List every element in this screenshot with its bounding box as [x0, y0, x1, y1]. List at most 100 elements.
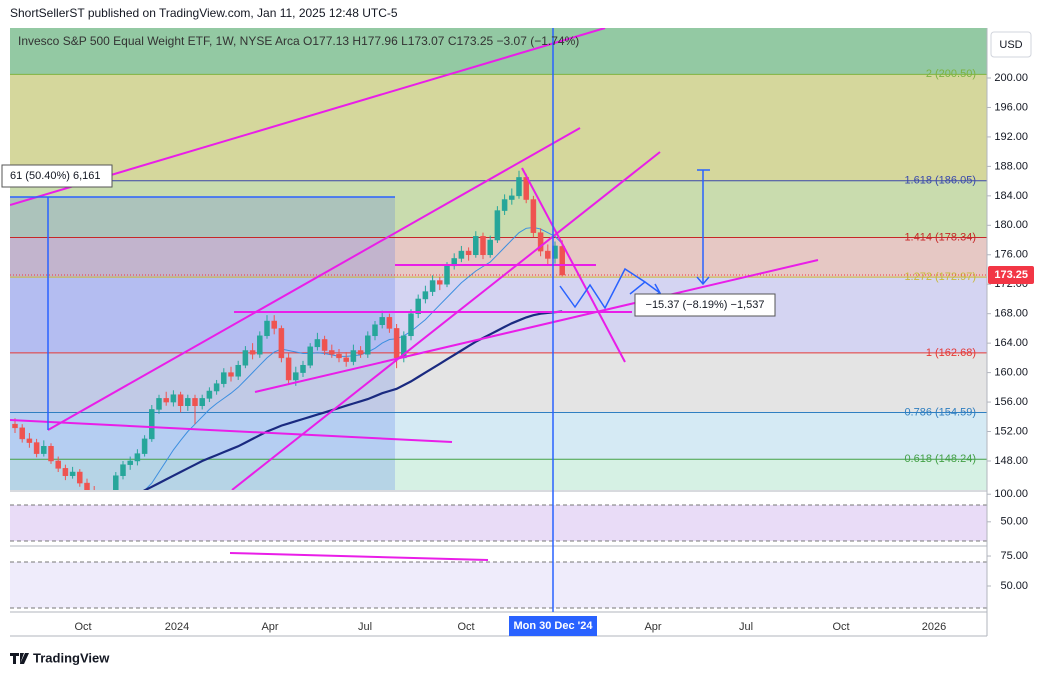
candle-body	[134, 453, 141, 462]
candle-body	[372, 324, 378, 337]
candle-body	[343, 357, 349, 362]
currency[interactable]: USD	[999, 39, 1022, 51]
currency-button[interactable]	[990, 31, 1032, 58]
candle-body	[293, 372, 299, 381]
candle-body	[329, 350, 335, 355]
candle-body	[545, 250, 551, 259]
candle-body	[77, 471, 83, 484]
fib-label: 1 (162.68)	[926, 347, 976, 359]
candle-body	[127, 460, 133, 465]
y-tick-label: 200.00	[994, 72, 1028, 84]
x-tick-label: 2024	[165, 621, 189, 633]
candle-body	[170, 394, 177, 403]
range-box	[1, 164, 113, 188]
candle-body	[357, 350, 364, 355]
range-label: 61 (50.40%) 6,161	[10, 170, 101, 182]
candle-body	[487, 239, 493, 256]
candle-body	[48, 446, 54, 462]
fib-label: 0.786 (154.59)	[904, 406, 976, 418]
x-tick-label: Jul	[358, 621, 372, 633]
fib-label: 0.618 (148.24)	[904, 453, 976, 465]
header: Invesco S&P 500 Equal Weight ETF, 1W, NY…	[18, 34, 579, 48]
candle-body	[26, 438, 33, 443]
candle-body	[257, 335, 263, 355]
stoch-band	[10, 562, 987, 608]
fib-band	[10, 459, 987, 490]
candle-body	[473, 236, 479, 256]
candle-body	[206, 390, 213, 399]
y-tick-label: 100.00	[994, 488, 1028, 500]
candle-body	[84, 482, 90, 490]
fib-band	[10, 237, 987, 278]
candle-body	[314, 339, 321, 348]
candle-body	[465, 250, 472, 256]
y-tick-label: 148.00	[994, 455, 1028, 467]
y-tick-label: 50.00	[1000, 580, 1028, 592]
candle-body	[141, 438, 148, 454]
candle-body	[156, 398, 162, 410]
candle-body	[163, 398, 169, 403]
volume-profile-zone	[10, 197, 395, 490]
y-tick-label: 176.00	[994, 249, 1028, 261]
brand: TradingView	[33, 650, 110, 665]
candle-body	[113, 475, 119, 490]
candle-body	[509, 195, 515, 200]
candle-body	[192, 398, 198, 406]
fib-band	[10, 74, 987, 181]
last-price-label: 173.25	[994, 269, 1028, 281]
x-tick-label: Apr	[644, 621, 661, 633]
y-tick-label: 75.00	[1000, 550, 1028, 562]
candle-body	[228, 372, 234, 377]
candle-body	[321, 339, 328, 351]
x-tick-label: Oct	[457, 621, 474, 633]
x-tick-label: 2026	[922, 621, 946, 633]
candle-body	[494, 210, 501, 241]
candle-body	[185, 398, 191, 406]
x-tick-label: Oct	[74, 621, 91, 633]
candle-body	[415, 298, 421, 314]
candle-body	[62, 468, 69, 476]
candle-body	[530, 199, 537, 233]
candle-body	[55, 460, 61, 469]
candle-body	[264, 320, 270, 337]
candle-body	[458, 250, 465, 259]
y-tick-label: 188.00	[994, 160, 1028, 172]
fib-band	[10, 277, 987, 353]
candle-body	[393, 328, 400, 359]
rsi-band	[10, 505, 987, 541]
candle-body	[365, 335, 371, 355]
candle-body	[33, 442, 40, 454]
candle-body	[149, 409, 155, 440]
y-tick-label: 160.00	[994, 367, 1028, 379]
fib-label: 1.414 (178.34)	[904, 231, 976, 243]
published-note: ShortSellerST published on TradingView.c…	[10, 6, 398, 20]
x-tick-label: Apr	[261, 621, 278, 633]
x-tick-label: Jul	[739, 621, 753, 633]
y-tick-label: 50.00	[1000, 516, 1028, 528]
y-tick-label: 164.00	[994, 337, 1028, 349]
fib-label: 1.272 (172.97)	[904, 271, 976, 283]
y-tick-label: 168.00	[994, 308, 1028, 320]
candle-body	[199, 398, 205, 406]
y-tick-label: 192.00	[994, 131, 1028, 143]
fib-band	[10, 352, 987, 413]
candle-body	[213, 383, 220, 392]
cursor-box	[509, 616, 597, 636]
candle-body	[350, 350, 357, 362]
measure-label: −15.37 (−8.19%) −1,537	[646, 299, 765, 311]
candle-body	[221, 372, 227, 384]
y-tick-label: 184.00	[994, 190, 1028, 202]
candle-body	[379, 317, 385, 325]
divergence-line	[229, 552, 489, 561]
candle-body	[271, 320, 277, 329]
y-tick-label: 152.00	[994, 425, 1028, 437]
candle-body	[480, 236, 486, 256]
candle-body	[501, 199, 508, 211]
cursor-label: Mon 30 Dec '24	[513, 620, 593, 632]
candle-body	[429, 280, 436, 292]
candle-body	[235, 364, 241, 377]
y-tick-label: 180.00	[994, 219, 1028, 231]
candle-body	[177, 394, 184, 406]
measure-box	[634, 293, 776, 317]
